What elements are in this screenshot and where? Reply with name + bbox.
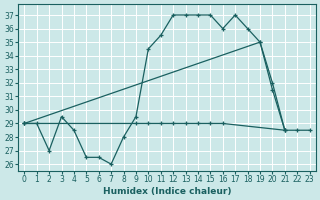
X-axis label: Humidex (Indice chaleur): Humidex (Indice chaleur) xyxy=(103,187,231,196)
